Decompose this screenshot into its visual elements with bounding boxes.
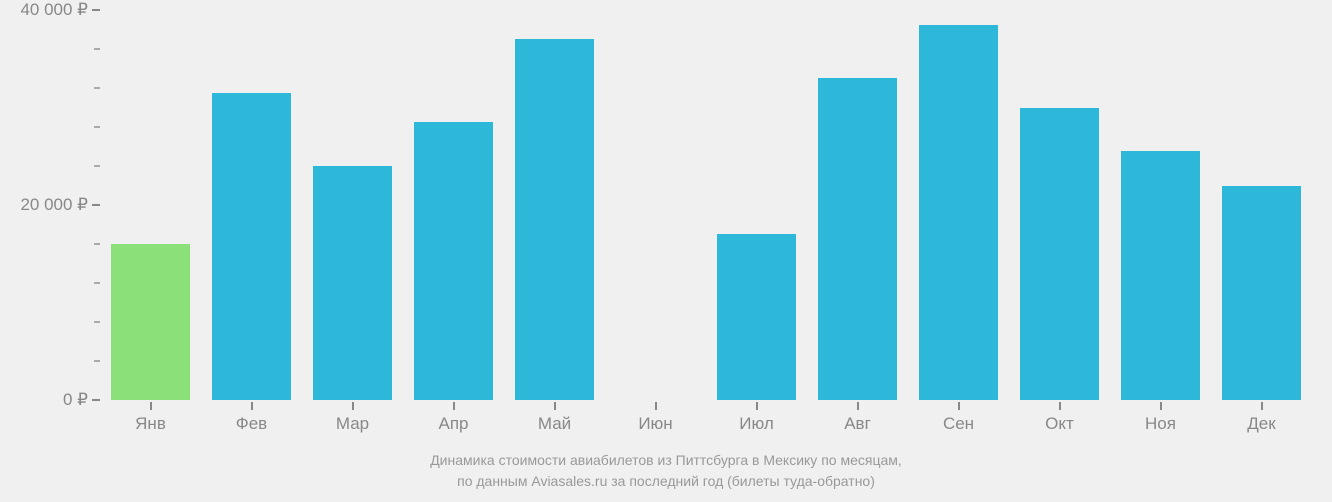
x-label-slot: Ноя bbox=[1110, 400, 1211, 440]
x-tick-mark bbox=[554, 402, 556, 410]
price-by-month-chart: 0 ₽20 000 ₽40 000 ₽ ЯнвФевМарАпрМайИюнИю… bbox=[0, 0, 1332, 502]
x-tick-label: Апр bbox=[439, 414, 469, 434]
bar-slot bbox=[908, 10, 1009, 400]
bar bbox=[1020, 108, 1099, 401]
bar bbox=[919, 25, 998, 400]
bar-slot bbox=[1110, 10, 1211, 400]
x-tick-label: Мар bbox=[336, 414, 369, 434]
bar-slot bbox=[201, 10, 302, 400]
bar bbox=[818, 78, 897, 400]
x-label-slot: Янв bbox=[100, 400, 201, 440]
y-tick-mark bbox=[92, 399, 100, 401]
x-label-slot: Май bbox=[504, 400, 605, 440]
bar-slot bbox=[605, 10, 706, 400]
bars-group bbox=[100, 10, 1312, 400]
bar-slot bbox=[403, 10, 504, 400]
x-label-slot: Дек bbox=[1211, 400, 1312, 440]
plot-area bbox=[100, 10, 1312, 400]
bar-slot bbox=[302, 10, 403, 400]
bar-slot bbox=[504, 10, 605, 400]
x-tick-mark bbox=[352, 402, 354, 410]
bar bbox=[515, 39, 594, 400]
bar bbox=[1222, 186, 1301, 401]
x-tick-label: Июл bbox=[739, 414, 774, 434]
x-tick-label: Сен bbox=[943, 414, 974, 434]
x-label-slot: Фев bbox=[201, 400, 302, 440]
y-axis: 0 ₽20 000 ₽40 000 ₽ bbox=[0, 10, 100, 400]
x-tick-mark bbox=[453, 402, 455, 410]
y-tick-mark bbox=[92, 204, 100, 206]
bar bbox=[414, 122, 493, 400]
y-tick-label: 0 ₽ bbox=[63, 390, 88, 410]
x-tick-mark bbox=[1160, 402, 1162, 410]
x-tick-label: Янв bbox=[135, 414, 166, 434]
x-label-slot: Авг bbox=[807, 400, 908, 440]
x-tick-label: Май bbox=[538, 414, 571, 434]
x-label-slot: Апр bbox=[403, 400, 504, 440]
bar-slot bbox=[1009, 10, 1110, 400]
x-tick-mark bbox=[756, 402, 758, 410]
x-tick-mark bbox=[1261, 402, 1263, 410]
x-label-slot: Июл bbox=[706, 400, 807, 440]
bar-slot bbox=[807, 10, 908, 400]
bar bbox=[1121, 151, 1200, 400]
bar bbox=[212, 93, 291, 400]
x-tick-label: Окт bbox=[1045, 414, 1074, 434]
x-tick-label: Авг bbox=[844, 414, 871, 434]
x-label-slot: Мар bbox=[302, 400, 403, 440]
x-tick-label: Фев bbox=[236, 414, 267, 434]
bar-slot bbox=[706, 10, 807, 400]
caption-line-2: по данным Aviasales.ru за последний год … bbox=[0, 471, 1332, 492]
x-tick-mark bbox=[857, 402, 859, 410]
x-tick-mark bbox=[251, 402, 253, 410]
x-tick-mark bbox=[150, 402, 152, 410]
x-axis: Янв Фев Мар Апр Май Июн Июл Авг Сен Окт Ноя Дек bbox=[100, 400, 1312, 440]
caption-line-1: Динамика стоимости авиабилетов из Питтсб… bbox=[0, 450, 1332, 471]
x-label-slot: Сен bbox=[908, 400, 1009, 440]
x-tick-mark bbox=[958, 402, 960, 410]
bar-slot bbox=[1211, 10, 1312, 400]
x-label-slot: Окт bbox=[1009, 400, 1110, 440]
bar bbox=[313, 166, 392, 400]
chart-caption: Динамика стоимости авиабилетов из Питтсб… bbox=[0, 450, 1332, 492]
x-label-slot: Июн bbox=[605, 400, 706, 440]
x-tick-label: Дек bbox=[1247, 414, 1275, 434]
x-tick-mark bbox=[1059, 402, 1061, 410]
bar-slot bbox=[100, 10, 201, 400]
x-tick-mark bbox=[655, 402, 657, 410]
y-tick-label: 20 000 ₽ bbox=[20, 195, 88, 215]
x-tick-label: Ноя bbox=[1145, 414, 1176, 434]
bar bbox=[717, 234, 796, 400]
x-tick-label: Июн bbox=[638, 414, 672, 434]
y-tick-label: 40 000 ₽ bbox=[20, 0, 88, 20]
y-tick-mark bbox=[92, 9, 100, 11]
bar bbox=[111, 244, 190, 400]
